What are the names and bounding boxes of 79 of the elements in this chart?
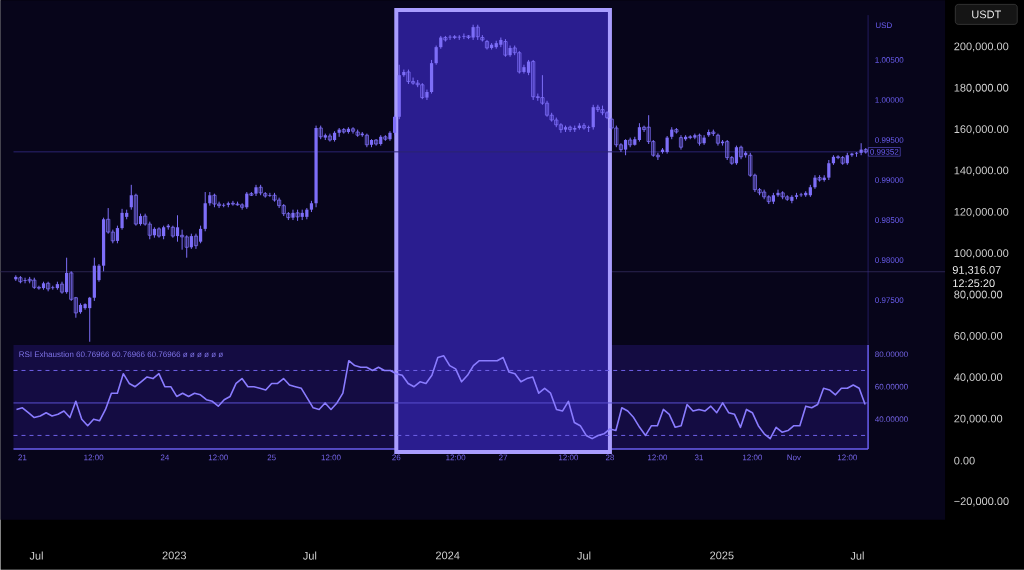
candlestick xyxy=(581,122,587,131)
y-tick-label: 200,000.00 xyxy=(954,42,1009,52)
x-tick-label: 28 xyxy=(605,454,615,461)
x-tick-label: Jul xyxy=(29,551,43,560)
candlestick xyxy=(327,133,332,143)
x-tick-label: Nov xyxy=(787,454,801,461)
candlestick xyxy=(739,145,744,160)
y-tick-label: 0.99500 xyxy=(875,137,904,143)
candlestick xyxy=(175,214,180,243)
x-tick-label: 25 xyxy=(267,454,276,461)
candlestick xyxy=(678,134,684,151)
y-tick-label: 40.00000 xyxy=(874,416,908,423)
candlestick xyxy=(193,233,198,250)
candlestick xyxy=(725,139,730,161)
candlestick xyxy=(434,45,438,66)
candlestick xyxy=(734,145,739,166)
y-tick-label: 60,000.00 xyxy=(954,332,1003,342)
y-tick-label: 80.00000 xyxy=(875,351,908,358)
x-tick-label: 12:00 xyxy=(321,454,341,461)
y-tick-label: 1.00000 xyxy=(875,97,904,103)
x-tick-label: 21 xyxy=(18,454,27,461)
candlestick xyxy=(531,59,536,101)
candlestick xyxy=(374,138,379,147)
x-tick-label: 26 xyxy=(392,454,401,461)
y-tick-label: 0.98000 xyxy=(875,257,904,264)
x-tick-label: 12:00 xyxy=(742,454,763,461)
candlestick xyxy=(484,39,490,51)
y-axis-title: USDT xyxy=(972,10,1001,19)
x-tick-label: 2025 xyxy=(710,551,734,560)
y-tick-label: 20,000.00 xyxy=(954,414,1003,424)
y-tick-label: 0.98500 xyxy=(875,217,904,223)
x-tick-label: 2023 xyxy=(162,551,187,560)
x-tick-label: 12:00 xyxy=(84,454,104,461)
x-tick-label: 27 xyxy=(499,454,508,461)
candlestick xyxy=(715,133,720,147)
candlestick xyxy=(351,126,356,135)
y-tick-label: 100,000.00 xyxy=(954,249,1009,259)
x-tick-label: Jul xyxy=(303,551,317,560)
candlestick xyxy=(799,192,803,198)
candlestick xyxy=(156,226,162,239)
text: RSI Exhaustion 60.76966 60.76966 60.76966 ø ø ø ø ø ø xyxy=(19,351,224,358)
candlestick xyxy=(827,159,831,181)
candlestick xyxy=(83,302,87,311)
candlestick xyxy=(184,234,189,259)
y-tick-label: 140,000.00 xyxy=(954,166,1009,176)
y-tick-label: 0.99000 xyxy=(875,177,904,183)
x-tick-label: 12:00 xyxy=(208,454,228,461)
candlestick xyxy=(180,229,185,251)
candlestick xyxy=(637,122,642,143)
x-tick-label: 2024 xyxy=(436,551,460,560)
y-tick-label: 160,000.00 xyxy=(954,125,1009,135)
y-tick-label: 60.00000 xyxy=(875,383,908,390)
y-axis-title: USD xyxy=(875,22,892,29)
y-tick-label: −20,000.00 xyxy=(954,497,1009,507)
candlestick xyxy=(364,133,369,148)
candlestick xyxy=(392,114,397,136)
ref-line-label: 0.99352 xyxy=(870,149,899,155)
candlestick xyxy=(558,122,563,134)
candlestick xyxy=(120,208,124,231)
y-tick-label: 0.97500 xyxy=(875,297,904,304)
x-tick-label: 12:00 xyxy=(837,454,858,461)
x-tick-label: Jul xyxy=(850,551,864,560)
ref-line-label: 91,316.07 12:25:20 xyxy=(952,266,1001,288)
x-tick-label: Jul xyxy=(577,551,591,560)
y-tick-label: 120,000.00 xyxy=(954,207,1009,218)
y-tick-label: 180,000.00 xyxy=(954,83,1009,94)
x-tick-label: 12:00 xyxy=(558,454,579,461)
candlestick xyxy=(170,225,175,239)
y-tick-label: 1.00500 xyxy=(875,57,904,63)
candlestick xyxy=(568,125,573,133)
candlestick xyxy=(836,154,841,160)
y-tick-label: 80,000.00 xyxy=(954,290,1003,300)
y-tick-label: 0.00 xyxy=(954,456,975,465)
candlestick xyxy=(133,193,138,227)
y-tick-label: 40,000.00 xyxy=(954,373,1003,383)
x-tick-label: 24 xyxy=(160,454,170,461)
x-tick-label: 31 xyxy=(694,454,703,461)
x-tick-label: 12:00 xyxy=(446,454,466,461)
x-tick-label: 12:00 xyxy=(648,454,668,461)
